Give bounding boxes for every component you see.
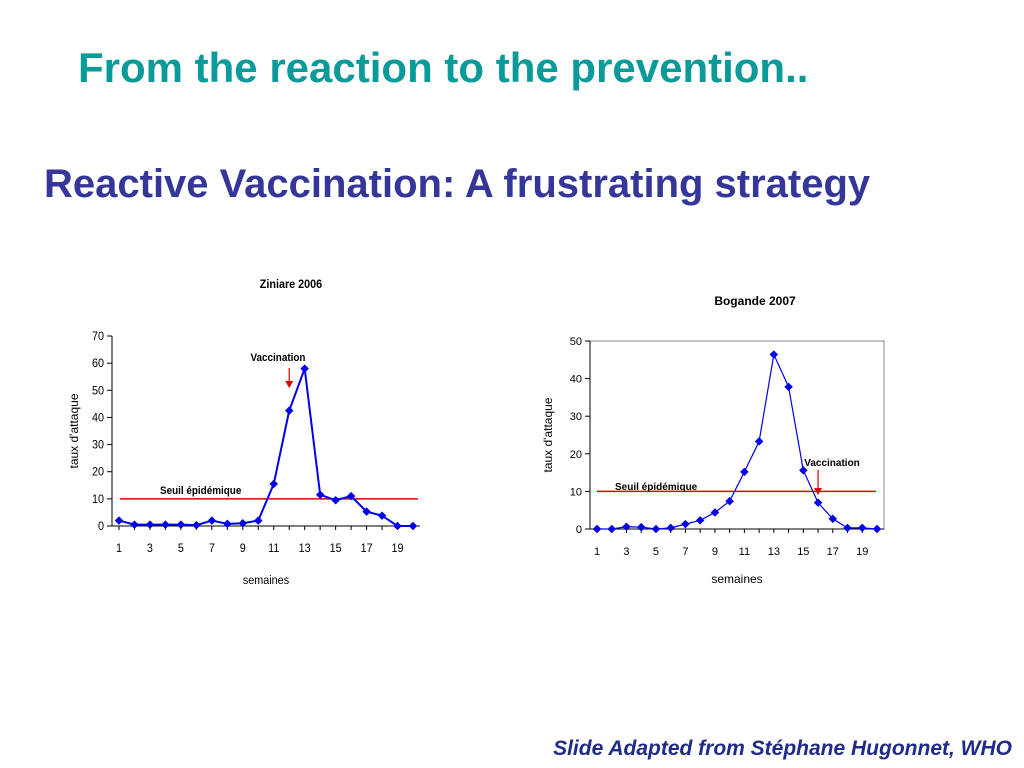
data-point [872,524,882,534]
data-point [607,524,617,534]
x-tick-label: 11 [739,546,750,558]
data-point [622,522,631,532]
y-tick-label: 10 [92,493,104,506]
y-tick-label: 50 [570,336,582,348]
y-axis-label: taux d'attaque [541,397,555,472]
data-point [346,491,356,501]
x-tick-label: 3 [147,543,153,556]
data-point [377,511,387,521]
chart-title: Bogande 2007 [714,294,796,308]
data-point [857,523,867,533]
data-point [408,521,418,531]
slide-credit: Slide Adapted from Stéphane Hugonnet, WH… [553,737,1012,760]
data-point [592,524,602,534]
data-point [130,520,139,529]
x-tick-label: 19 [856,546,868,558]
y-tick-label: 0 [576,524,582,536]
x-axis-label: semaines [243,575,289,588]
y-axis-label: taux d'attaque [67,393,81,468]
slide-title: From the reaction to the prevention.. [78,44,809,91]
x-tick-label: 17 [361,543,373,556]
data-point [161,520,170,529]
data-point [207,516,217,525]
data-point [362,507,371,516]
vaccination-label: Vaccination [804,458,860,469]
vaccination-arrow-head [285,381,294,388]
chart-title: Ziniare 2006 [260,279,322,292]
data-point [331,495,340,505]
data-point [769,350,779,359]
vaccination-label: Vaccination [251,353,306,365]
data-point [784,382,793,392]
x-tick-label: 9 [240,543,246,556]
x-tick-label: 1 [594,546,600,558]
data-point [813,498,823,508]
data-point [681,519,690,529]
x-tick-label: 3 [623,546,629,558]
data-point [725,496,734,506]
data-point [222,519,232,529]
data-point [636,522,646,532]
data-point [269,479,279,489]
data-point [695,515,705,525]
y-tick-label: 50 [92,385,104,398]
data-point [145,520,155,529]
x-tick-label: 19 [392,543,404,556]
x-tick-label: 5 [653,546,659,558]
x-tick-label: 11 [268,543,279,556]
data-point [710,508,720,517]
threshold-label: Seuil épidémique [160,486,242,498]
x-tick-label: 15 [330,543,342,556]
y-tick-label: 10 [570,486,582,498]
data-point [651,524,661,534]
x-tick-label: 9 [712,546,718,558]
y-tick-label: 30 [92,439,104,452]
x-tick-label: 15 [797,546,809,558]
x-tick-label: 13 [768,546,780,558]
x-tick-label: 7 [682,546,688,558]
x-tick-label: 13 [299,543,311,556]
data-point [114,516,124,525]
y-tick-label: 20 [92,466,104,479]
data-point [284,406,294,415]
data-point [300,364,310,373]
y-tick-label: 20 [570,449,582,461]
x-tick-label: 1 [116,543,122,556]
x-tick-label: 5 [178,543,184,556]
data-point [828,514,838,524]
threshold-label: Seuil épidémique [615,482,698,493]
data-point [666,523,676,533]
series-line [597,352,878,530]
slide-subtitle: Reactive Vaccination: A frustrating stra… [44,162,871,206]
data-point [393,521,402,531]
data-point [192,520,201,530]
x-axis-label: semaines [711,572,762,586]
x-tick-label: 7 [209,543,215,556]
data-point [315,490,325,500]
plot-area-border [589,340,885,530]
data-point [253,516,263,525]
y-tick-label: 40 [570,374,582,386]
y-tick-label: 30 [570,411,582,423]
y-tick-label: 40 [92,412,104,425]
data-point [740,467,749,477]
data-point [754,437,764,446]
vaccination-arrow-head [814,488,823,495]
data-point [238,518,248,528]
y-tick-label: 70 [92,331,104,344]
y-tick-label: 60 [92,358,104,371]
x-tick-label: 17 [827,546,839,558]
data-point [798,465,808,475]
data-point [843,523,852,533]
y-tick-label: 0 [98,521,104,534]
data-point [176,520,186,529]
